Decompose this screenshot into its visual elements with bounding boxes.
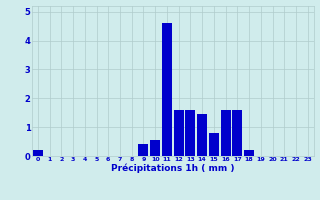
Bar [185,110,196,156]
Bar [197,114,207,156]
Bar [244,150,254,156]
Bar [162,23,172,156]
Bar [33,150,43,156]
Bar [209,133,219,156]
Bar [139,144,148,156]
Bar [220,110,231,156]
X-axis label: Précipitations 1h ( mm ): Précipitations 1h ( mm ) [111,164,235,173]
Bar [232,110,242,156]
Bar [174,110,184,156]
Bar [150,140,160,156]
